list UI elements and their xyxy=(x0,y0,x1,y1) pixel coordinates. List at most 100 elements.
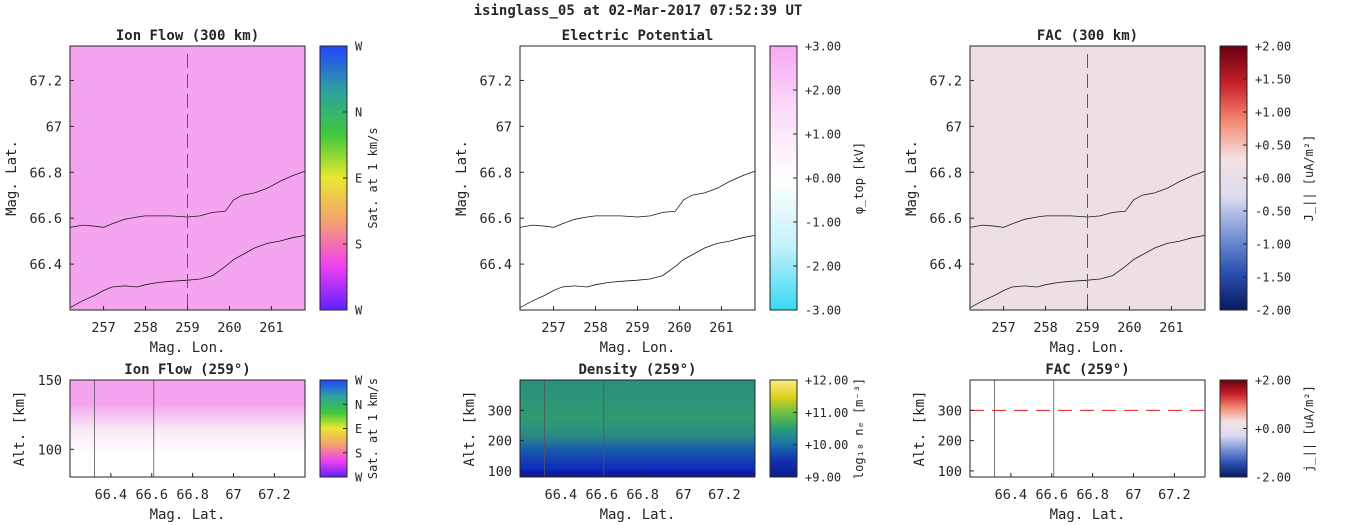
x-axis-label: Mag. Lon. xyxy=(1050,340,1126,356)
y-tick-label: 300 xyxy=(488,403,512,419)
colorbar-tick-label: -1.00 xyxy=(805,216,841,230)
y-tick-label: 67 xyxy=(46,119,62,135)
boundary-curve-upper xyxy=(519,170,756,228)
y-tick-label: 66.6 xyxy=(29,211,62,227)
x-axis-label: Mag. Lon. xyxy=(600,340,676,356)
colorbar-tick-label: +11.00 xyxy=(805,406,848,420)
boundary-curve-lower xyxy=(519,235,756,309)
colorbar-tick-label: -2.00 xyxy=(1255,304,1291,318)
x-tick-label: 67 xyxy=(1125,487,1141,503)
colorbar-gradient xyxy=(1219,379,1248,478)
x-tick-label: 66.6 xyxy=(1035,487,1068,503)
figure-title: isinglass_05 at 02-Mar-2017 07:52:39 UT xyxy=(474,3,803,19)
colorbar-tick-label: -1.00 xyxy=(1255,238,1291,252)
y-tick-label: 200 xyxy=(938,434,962,450)
y-tick-label: 67 xyxy=(946,119,962,135)
x-tick-label: 261 xyxy=(259,320,283,336)
colorbar-label: φ_top [kV] xyxy=(852,142,866,214)
y-tick-label: 66.4 xyxy=(929,257,962,273)
colorbar-tick-label: +10.00 xyxy=(805,438,848,452)
y-tick-label: 66.8 xyxy=(929,165,962,181)
colorbar-tick-label: N xyxy=(355,398,362,412)
colorbar-tick-label: +2.00 xyxy=(805,84,841,98)
y-tick-label: 67.2 xyxy=(29,73,62,89)
plot-area xyxy=(70,380,305,477)
fac-259-panel: FAC (259°) 66.4 66.6 66.8 67 67.2 100 200 300 Mag… xyxy=(912,362,1316,523)
x-tick-label: 66.4 xyxy=(995,487,1028,503)
y-tick-label: 66.8 xyxy=(479,165,512,181)
y-tick-label: 66.8 xyxy=(29,165,62,181)
panel-title: Ion Flow (300 km) xyxy=(116,28,259,44)
x-tick-label: 67 xyxy=(675,487,691,503)
y-axis-label: Mag. Lat. xyxy=(454,140,470,216)
x-tick-label: 259 xyxy=(175,320,199,336)
colorbar-tick-label: +0.00 xyxy=(805,172,841,186)
axes-frame xyxy=(69,379,306,478)
x-tick-label: 257 xyxy=(91,320,115,336)
x-tick-label: 259 xyxy=(625,320,649,336)
y-tick-label: 300 xyxy=(938,403,962,419)
colorbar-tick-label: +1.50 xyxy=(1255,73,1291,87)
colorbar-gradient xyxy=(769,379,798,478)
x-tick-label: 66.8 xyxy=(176,487,209,503)
plot-area xyxy=(520,380,755,477)
ion-flow-300-panel: Ion Flow (300 km) 257 258 259 260 261 66.4 66.6… xyxy=(4,28,380,356)
colorbar-label: Sat. at 1 km/s xyxy=(366,127,380,228)
x-tick-label: 67 xyxy=(225,487,241,503)
colorbar-tick-label: +1.00 xyxy=(805,128,841,142)
colorbar-tick-label: W xyxy=(355,374,363,388)
fac-300-panel: FAC (300 km) 257 258 259 260 261 66.4 66.6 66.8 6… xyxy=(904,28,1316,356)
y-axis-label: Alt. [km] xyxy=(462,391,478,467)
panel-title: FAC (300 km) xyxy=(1037,28,1138,44)
x-tick-label: 261 xyxy=(1159,320,1183,336)
x-tick-label: 258 xyxy=(133,320,157,336)
y-tick-label: 67.2 xyxy=(479,73,512,89)
y-tick-label: 100 xyxy=(488,464,512,480)
x-tick-label: 66.6 xyxy=(135,487,168,503)
y-tick-label: 100 xyxy=(938,464,962,480)
y-tick-label: 66.4 xyxy=(29,257,62,273)
plot-area xyxy=(970,380,1205,477)
colorbar-tick-label: W xyxy=(355,304,363,318)
colorbar-tick-label: +2.00 xyxy=(1255,374,1291,388)
y-axis-label: Mag. Lat. xyxy=(4,140,20,216)
x-axis-label: Mag. Lat. xyxy=(150,507,226,523)
ion-flow-259-panel: Ion Flow (259°) 66.4 66.6 66.8 67 67.2 100 150 M… xyxy=(12,362,380,523)
colorbar-tick-label: E xyxy=(355,172,362,186)
colorbar-tick-label: +0.00 xyxy=(1255,422,1291,436)
colorbar-tick-label: -2.00 xyxy=(1255,471,1291,485)
x-tick-label: 259 xyxy=(1075,320,1099,336)
y-tick-label: 67.2 xyxy=(929,73,962,89)
colorbar-gradient xyxy=(319,379,348,478)
y-axis-label: Alt. [km] xyxy=(912,391,928,467)
x-tick-label: 260 xyxy=(217,320,241,336)
colorbar-tick-label: -1.50 xyxy=(1255,271,1291,285)
colorbar: +12.00 +11.00 +10.00 +9.00 log₁₀ nₑ [m⁻³] xyxy=(769,374,866,485)
x-tick-label: 258 xyxy=(583,320,607,336)
colorbar-tick-label: +9.00 xyxy=(805,471,841,485)
x-tick-label: 260 xyxy=(1117,320,1141,336)
density-259-panel: Density (259°) 66.4 66.6 66.8 67 67.2 100 200 30… xyxy=(462,362,866,523)
colorbar-tick-label: W xyxy=(355,471,363,485)
colorbar-gradient xyxy=(769,45,798,311)
colorbar-tick-label: +0.50 xyxy=(1255,139,1291,153)
axes-frame xyxy=(519,379,756,478)
x-tick-label: 258 xyxy=(1033,320,1057,336)
colorbar-tick-label: W xyxy=(355,40,363,54)
y-tick-label: 200 xyxy=(488,434,512,450)
colorbar: +3.00 +2.00 +1.00 +0.00 -1.00 -2.00 -3.00 φ_top… xyxy=(769,40,866,318)
x-tick-label: 261 xyxy=(709,320,733,336)
axes-frame xyxy=(969,379,1206,478)
colorbar: +2.00 +0.00 -2.00 j_|| [uA/m²] xyxy=(1219,374,1316,485)
x-tick-label: 257 xyxy=(991,320,1015,336)
panel-title: Density (259°) xyxy=(578,362,696,378)
colorbar-tick-label: +2.00 xyxy=(1255,40,1291,54)
x-axis-label: Mag. Lon. xyxy=(150,340,226,356)
x-axis-label: Mag. Lat. xyxy=(600,507,676,523)
colorbar-tick-label: N xyxy=(355,106,362,120)
x-tick-label: 66.4 xyxy=(95,487,128,503)
colorbar-gradient xyxy=(319,45,348,311)
